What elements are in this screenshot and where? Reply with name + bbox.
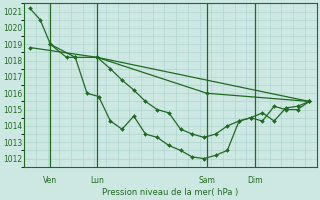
X-axis label: Pression niveau de la mer( hPa ): Pression niveau de la mer( hPa ) — [102, 188, 238, 197]
